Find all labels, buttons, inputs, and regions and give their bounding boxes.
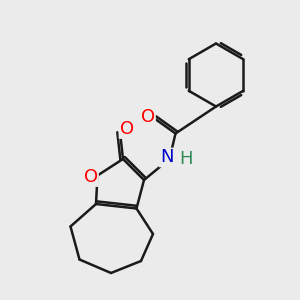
Text: O: O: [84, 168, 98, 186]
Text: O: O: [141, 108, 155, 126]
Text: O: O: [119, 120, 134, 138]
Text: H: H: [179, 150, 193, 168]
Text: N: N: [160, 148, 173, 166]
